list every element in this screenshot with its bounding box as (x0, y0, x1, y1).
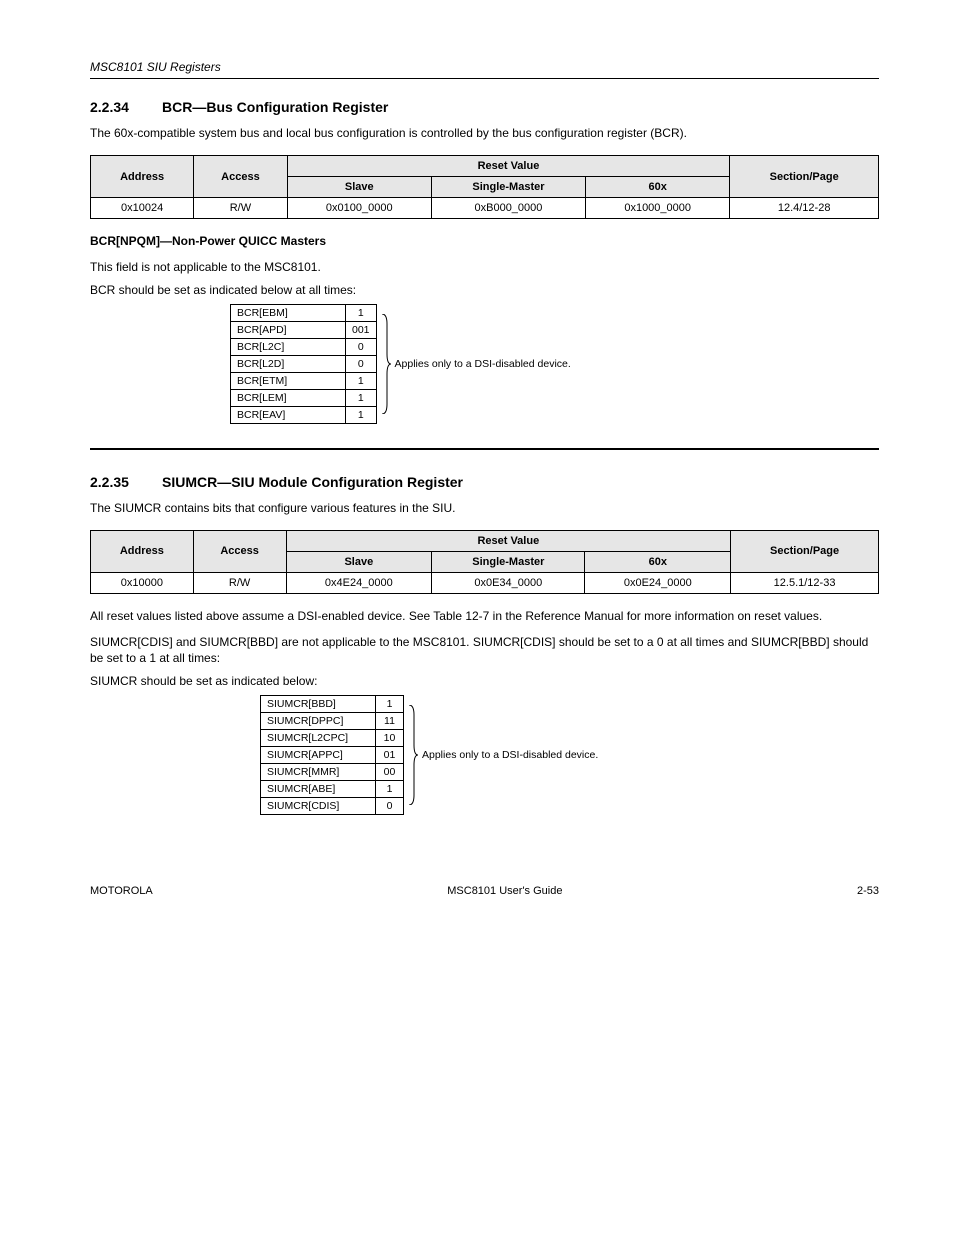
reg-row-val: 1 (346, 372, 377, 389)
reg-row-label: SIUMCR[CDIS] (261, 797, 376, 814)
reg-row-label: BCR[APD] (231, 321, 346, 338)
reg-row-label: BCR[L2C] (231, 338, 346, 355)
reg-row-label: BCR[EBM] (231, 304, 346, 321)
cell-access: R/W (194, 198, 287, 219)
reg-row-label: BCR[ETM] (231, 372, 346, 389)
section-number: 2.2.34 (90, 99, 140, 115)
cell-single-master: 0xB000_0000 (431, 198, 585, 219)
section-intro: The SIUMCR contains bits that configure … (90, 500, 879, 516)
section-intro: The 60x-compatible system bus and local … (90, 125, 879, 141)
cell-address: 0x10000 (91, 572, 194, 593)
col-address: Address (91, 156, 194, 198)
brace-icon (404, 695, 418, 815)
reg-row-val: 01 (376, 746, 404, 763)
reg-row-val: 0 (346, 338, 377, 355)
page-footer: MOTOROLA MSC8101 User's Guide 2-53 (90, 885, 879, 897)
reg-row-val: 001 (346, 321, 377, 338)
section-title: SIUMCR—SIU Module Configuration Register (162, 474, 463, 490)
encoding-table: Address Access Reset Value Section/Page … (90, 530, 879, 594)
cell-access: R/W (193, 572, 286, 593)
bracket-note: Applies only to a DSI-disabled device. (395, 358, 571, 370)
footer-left: MOTOROLA (90, 885, 153, 897)
reg-row-val: 1 (376, 695, 404, 712)
col-access: Access (194, 156, 287, 198)
bracket-note: Applies only to a DSI-disabled device. (422, 749, 598, 761)
cell-single-master: 0x0E34_0000 (432, 572, 585, 593)
paragraph: SIUMCR[CDIS] and SIUMCR[BBD] are not app… (90, 634, 879, 666)
encoding-table: Address Access Reset Value Section/Page … (90, 155, 879, 219)
col-slave: Slave (287, 177, 431, 198)
col-address: Address (91, 530, 194, 572)
cell-address: 0x10024 (91, 198, 194, 219)
cell-60x: 0x0E24_0000 (585, 572, 731, 593)
reg-row-label: BCR[LEM] (231, 389, 346, 406)
section-number: 2.2.35 (90, 474, 140, 490)
cell-section: 12.4/12-28 (730, 198, 879, 219)
reg-row-label: BCR[EAV] (231, 406, 346, 423)
divider-heavy (90, 448, 879, 450)
col-single-master: Single-Master (431, 177, 585, 198)
paragraph: All reset values listed above assume a D… (90, 608, 879, 624)
reg-row-label: BCR[L2D] (231, 355, 346, 372)
reg-row-val: 0 (376, 797, 404, 814)
cell-section: 12.5.1/12-33 (731, 572, 879, 593)
reg-row-label: SIUMCR[BBD] (261, 695, 376, 712)
col-section: Section/Page (731, 530, 879, 572)
footer-center: MSC8101 User's Guide (447, 885, 562, 897)
col-slave: Slave (286, 551, 432, 572)
col-access: Access (193, 530, 286, 572)
col-60x: 60x (585, 551, 731, 572)
divider (90, 78, 879, 79)
section-title: BCR—Bus Configuration Register (162, 99, 388, 115)
reg-row-val: 00 (376, 763, 404, 780)
reg-row-label: SIUMCR[L2CPC] (261, 729, 376, 746)
register-diagram: SIUMCR[BBD]1 SIUMCR[DPPC]11 SIUMCR[L2CPC… (260, 695, 879, 815)
cell-60x: 0x1000_0000 (586, 198, 730, 219)
reg-row-val: 1 (346, 406, 377, 423)
col-single-master: Single-Master (432, 551, 585, 572)
paragraph: SIUMCR should be set as indicated below: (90, 673, 879, 689)
reg-row-label: SIUMCR[DPPC] (261, 712, 376, 729)
col-section: Section/Page (730, 156, 879, 198)
reg-row-val: 11 (376, 712, 404, 729)
reg-row-label: SIUMCR[ABE] (261, 780, 376, 797)
running-head: MSC8101 SIU Registers (90, 60, 879, 74)
reg-row-val: 1 (346, 389, 377, 406)
field-heading: BCR[NPQM]—Non-Power QUICC Masters (90, 233, 879, 249)
cell-slave: 0x0100_0000 (287, 198, 431, 219)
paragraph: BCR should be set as indicated below at … (90, 282, 879, 298)
col-reset-group: Reset Value (286, 530, 731, 551)
register-diagram: BCR[EBM]1 BCR[APD]001 BCR[L2C]0 BCR[L2D]… (230, 304, 879, 424)
col-reset-group: Reset Value (287, 156, 730, 177)
section-heading: 2.2.34 BCR—Bus Configuration Register (90, 99, 879, 115)
section-heading: 2.2.35 SIUMCR—SIU Module Configuration R… (90, 474, 879, 490)
footer-right: 2-53 (857, 885, 879, 897)
reg-row-val: 1 (346, 304, 377, 321)
cell-slave: 0x4E24_0000 (286, 572, 432, 593)
paragraph: This field is not applicable to the MSC8… (90, 259, 879, 275)
reg-row-val: 0 (346, 355, 377, 372)
col-60x: 60x (586, 177, 730, 198)
reg-row-label: SIUMCR[MMR] (261, 763, 376, 780)
reg-row-label: SIUMCR[APPC] (261, 746, 376, 763)
reg-row-val: 1 (376, 780, 404, 797)
reg-row-val: 10 (376, 729, 404, 746)
brace-icon (377, 304, 391, 424)
